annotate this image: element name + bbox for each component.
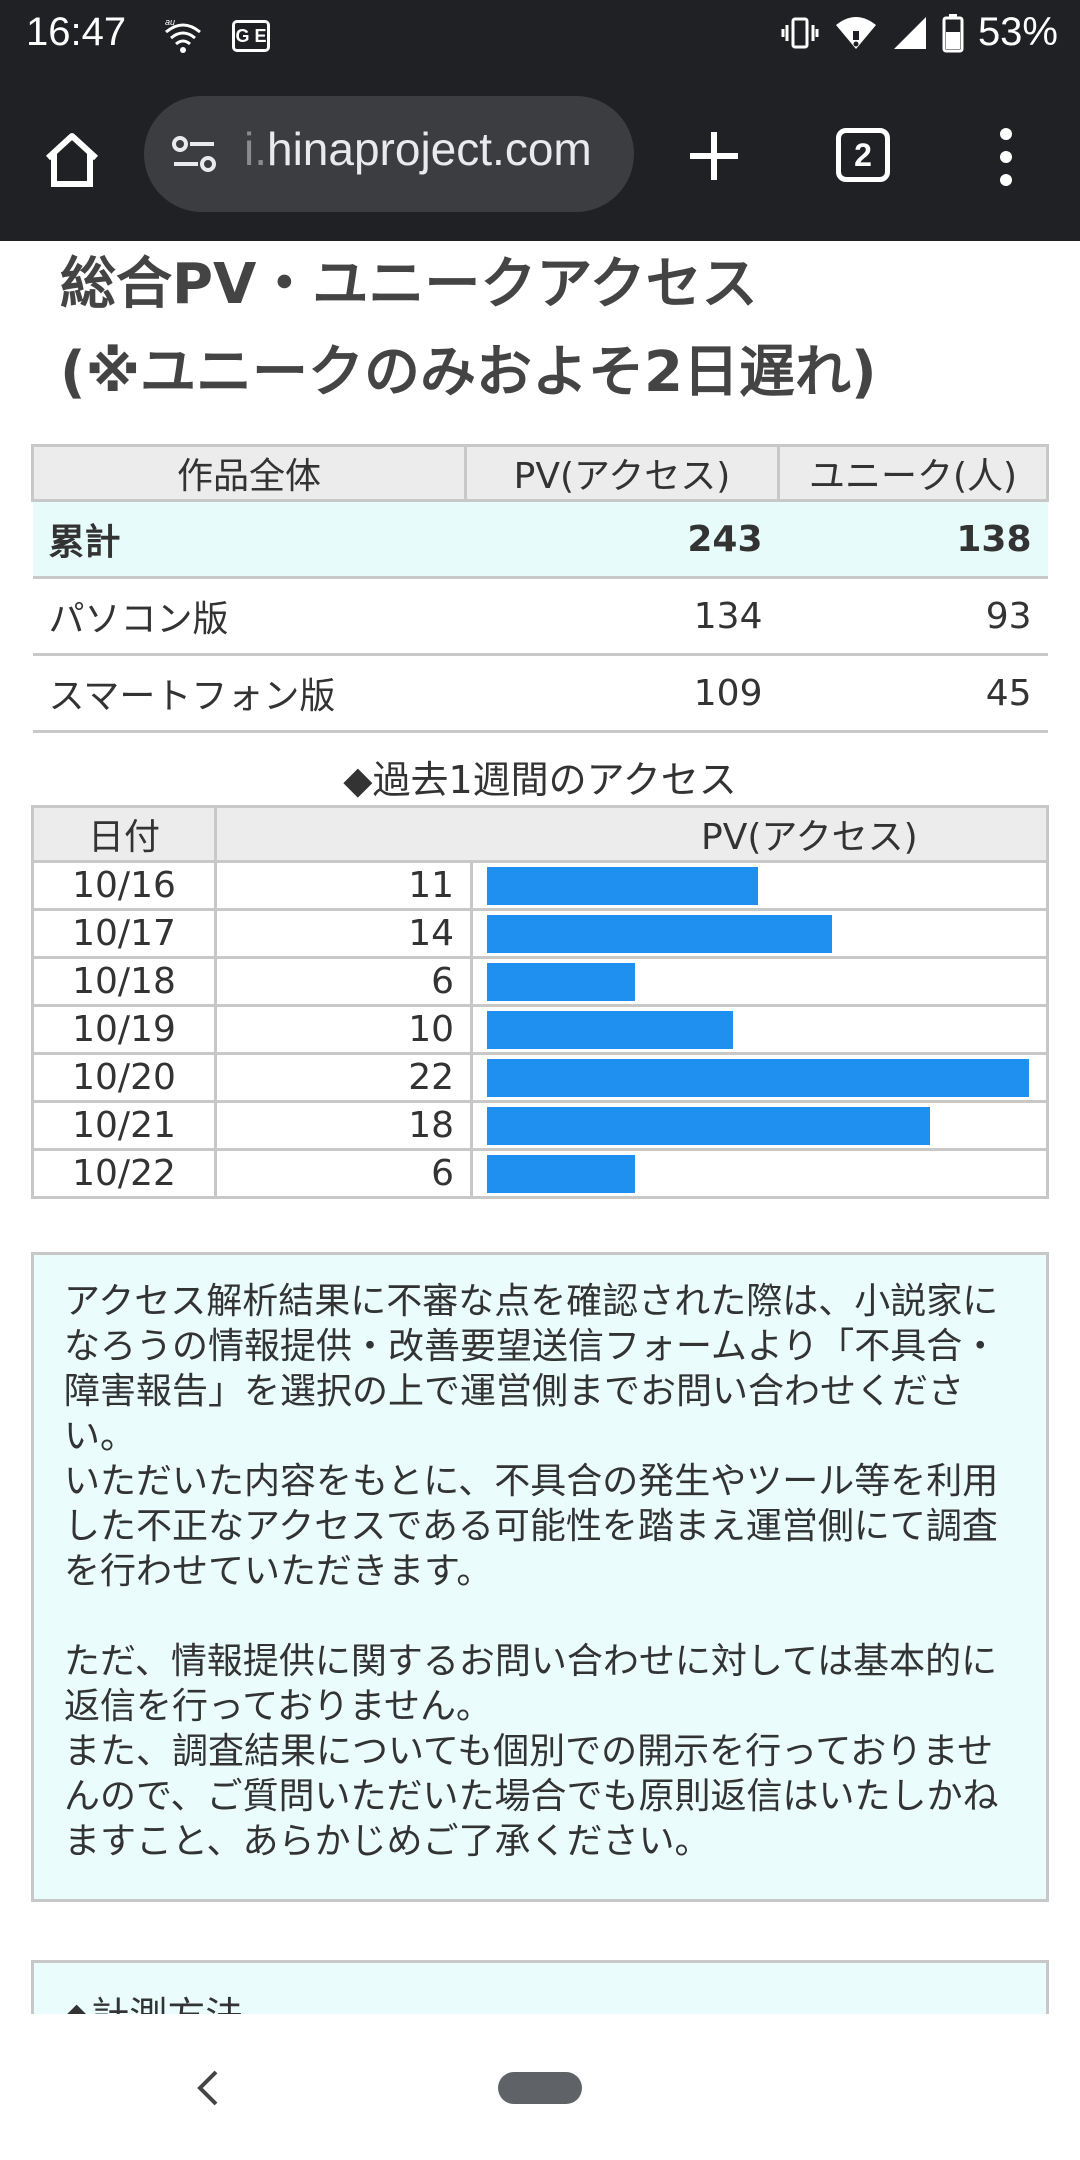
back-icon[interactable]: [192, 2068, 224, 2108]
pv-bar: [487, 866, 758, 905]
summary-pv: 243: [465, 500, 779, 579]
battery-icon: [942, 13, 964, 52]
weekly-date: 10/18: [31, 956, 217, 1007]
notice-box: アクセス解析結果に不審な点を確認された際は、小説家になろうの情報提供・改善要望送…: [31, 1252, 1049, 1902]
weekly-pv: 22: [214, 1052, 473, 1103]
weekly-date: 10/21: [31, 1100, 217, 1151]
summary-row-smartphone: スマートフォン版 109 45: [32, 654, 1048, 733]
summary-header-row: 作品全体 PV(アクセス) ユニーク(人): [31, 444, 1049, 502]
notice-paragraph-1: アクセス解析結果に不審な点を確認された際は、小説家になろうの情報提供・改善要望送…: [64, 1281, 999, 1592]
weekly-pv: 18: [214, 1100, 473, 1151]
signal-icon: [893, 16, 926, 49]
svg-text:au: au: [165, 17, 175, 27]
weekly-row: 10/22 6: [31, 1148, 1049, 1199]
wifi-calling-icon: au: [165, 17, 201, 53]
vibrate-icon: [781, 17, 819, 48]
weekly-date: 10/16: [31, 860, 217, 911]
page-title-line2: (※ユニークのみおよそ2日遅れ): [60, 340, 877, 405]
weekly-pv: 10: [214, 1004, 473, 1055]
more-vert-icon[interactable]: [998, 126, 1014, 188]
weekly-bar-cell: [470, 1100, 1049, 1151]
summary-header-unique: ユニーク(人): [777, 444, 1049, 502]
weekly-row: 10/18 6: [31, 956, 1049, 1007]
weekly-pv: 6: [214, 1148, 473, 1199]
weekly-row: 10/19 10: [31, 1004, 1049, 1055]
pv-bar: [487, 914, 832, 953]
pv-bar: [487, 962, 635, 1001]
weekly-date: 10/19: [31, 1004, 217, 1055]
plus-icon[interactable]: [686, 128, 742, 184]
weekly-title: ◆過去1週間のアクセス: [343, 758, 737, 802]
summary-table: 作品全体 PV(アクセス) ユニーク(人) 累計 243 138 パソコン版 1…: [31, 444, 1049, 733]
url-domain: hinaproject.com: [267, 123, 592, 175]
summary-label: 累計: [32, 500, 466, 579]
weekly-bar-cell: [470, 860, 1049, 911]
weekly-bar-cell: [470, 1148, 1049, 1199]
weekly-date: 10/20: [31, 1052, 217, 1103]
summary-unique: 138: [778, 500, 1048, 579]
pv-bar: [487, 1154, 635, 1193]
summary-row-pc: パソコン版 134 93: [32, 577, 1048, 656]
tab-switcher-button[interactable]: 2: [836, 128, 890, 182]
status-time: 16:47: [26, 10, 127, 54]
summary-unique: 45: [778, 654, 1048, 733]
notice-paragraph-2: ただ、情報提供に関するお問い合わせに対しては基本的に返信を行っておりません。 ま…: [64, 1641, 999, 1862]
weekly-pv: 11: [214, 860, 473, 911]
tune-icon[interactable]: [170, 134, 218, 174]
url-prefix: i.: [244, 123, 267, 175]
weekly-row: 10/16 11: [31, 860, 1049, 911]
weekly-header-pv: PV(アクセス): [214, 805, 1049, 863]
pv-bar: [487, 1058, 1029, 1097]
weekly-bar-cell: [470, 956, 1049, 1007]
address-bar[interactable]: i.hinaproject.com: [144, 96, 634, 212]
weekly-pv: 6: [214, 956, 473, 1007]
status-icons: 53%: [780, 10, 1058, 55]
summary-row-total: 累計 243 138: [32, 500, 1048, 579]
pv-bar: [487, 1106, 930, 1145]
weekly-row: 10/17 14: [31, 908, 1049, 959]
status-bar: 16:47 au G E: [0, 0, 1080, 76]
weekly-bar-cell: [470, 1004, 1049, 1055]
summary-unique: 93: [778, 577, 1048, 656]
summary-pv: 109: [465, 654, 779, 733]
method-title: ◆計測方法: [62, 1994, 243, 2014]
weekly-header-date: 日付: [31, 805, 217, 863]
method-box: ◆計測方法: [31, 1960, 1049, 2014]
browser-toolbar: i.hinaproject.com 2: [0, 86, 1080, 236]
weekly-bar-cell: [470, 908, 1049, 959]
page-title-line1: 総合PV・ユニークアクセス: [60, 252, 758, 317]
wifi-icon: [835, 16, 876, 49]
home-icon[interactable]: [40, 128, 104, 192]
url-text[interactable]: i.hinaproject.com: [244, 122, 592, 176]
summary-header-pv: PV(アクセス): [464, 444, 780, 502]
browser-chrome: 16:47 au G E: [0, 0, 1080, 241]
page-content: 総合PV・ユニークアクセス (※ユニークのみおよそ2日遅れ) 作品全体 PV(ア…: [0, 241, 1080, 2014]
home-gesture-pill[interactable]: [498, 2072, 582, 2104]
pv-bar: [487, 1010, 733, 1049]
weekly-date: 10/22: [31, 1148, 217, 1199]
battery-percent: 53%: [977, 10, 1058, 54]
carrier-badge: G E: [232, 20, 270, 52]
system-nav-bar: [0, 2014, 1080, 2160]
weekly-pv: 14: [214, 908, 473, 959]
weekly-row: 10/21 18: [31, 1100, 1049, 1151]
summary-label: パソコン版: [32, 577, 466, 656]
weekly-body: 10/16 11 10/17 14 10/18 6 10/19 10 10/20: [31, 860, 1049, 1199]
page-title: 総合PV・ユニークアクセス (※ユニークのみおよそ2日遅れ): [60, 241, 877, 417]
weekly-bar-cell: [470, 1052, 1049, 1103]
weekly-access-table: 日付 PV(アクセス) 10/16 11 10/17 14 10/18 6 10…: [31, 805, 1049, 1199]
summary-header-work: 作品全体: [31, 444, 467, 502]
weekly-date: 10/17: [31, 908, 217, 959]
weekly-header-row: 日付 PV(アクセス): [31, 805, 1049, 863]
summary-label: スマートフォン版: [32, 654, 466, 733]
summary-pv: 134: [465, 577, 779, 656]
weekly-row: 10/20 22: [31, 1052, 1049, 1103]
